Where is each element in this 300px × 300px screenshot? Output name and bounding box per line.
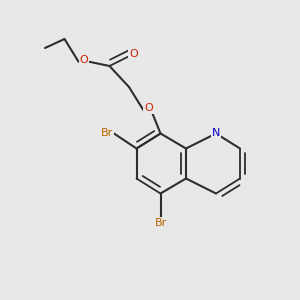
Text: N: N — [212, 128, 220, 139]
Text: O: O — [129, 49, 138, 59]
Text: Br: Br — [154, 218, 166, 229]
Text: O: O — [144, 103, 153, 113]
Text: Br: Br — [100, 128, 112, 139]
Text: O: O — [80, 55, 88, 65]
